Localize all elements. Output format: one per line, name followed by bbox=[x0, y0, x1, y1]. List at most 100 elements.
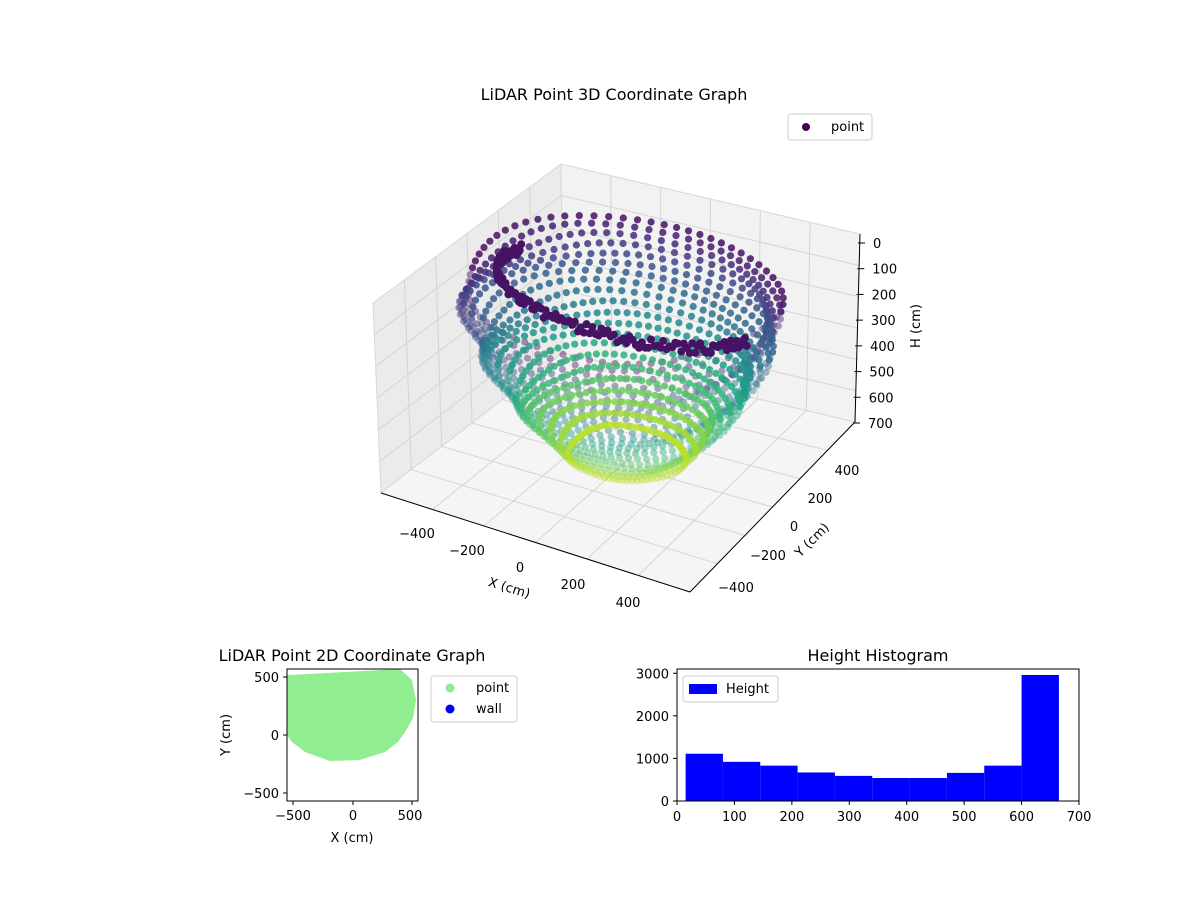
cloud-point bbox=[738, 249, 745, 256]
cloud-point bbox=[714, 334, 721, 341]
cloud-point bbox=[766, 330, 773, 337]
cloud-point bbox=[689, 369, 696, 376]
x-tick-label: 400 bbox=[616, 596, 641, 611]
cloud-point bbox=[682, 280, 689, 287]
cloud-point bbox=[648, 218, 655, 225]
cloud-point bbox=[571, 369, 578, 376]
chart-2d: LiDAR Point 2D Coordinate Graph −500 0 5… bbox=[219, 646, 517, 846]
cloud-point bbox=[637, 261, 644, 268]
cloud-point bbox=[757, 369, 764, 376]
cloud-point bbox=[605, 319, 612, 326]
histogram-bar bbox=[872, 778, 909, 801]
cloud-point bbox=[545, 380, 552, 387]
cloud-point bbox=[599, 250, 606, 257]
cloud-point bbox=[654, 314, 661, 321]
cloud-point bbox=[688, 393, 695, 400]
cloud-point bbox=[604, 398, 611, 405]
cloud-point bbox=[696, 231, 703, 238]
cloud-point bbox=[708, 252, 715, 259]
cloud-point bbox=[777, 308, 784, 315]
cloud-point bbox=[577, 401, 584, 408]
cloud-point bbox=[735, 314, 742, 321]
cloud-point bbox=[469, 264, 476, 271]
cloud-point bbox=[727, 252, 734, 259]
cloud-point bbox=[574, 327, 582, 335]
cloud-point bbox=[527, 228, 534, 235]
cloud-point bbox=[568, 392, 575, 399]
cloud-point bbox=[500, 307, 507, 314]
cloud-point bbox=[601, 339, 608, 346]
cloud-point bbox=[668, 296, 675, 303]
cloud-point bbox=[761, 324, 768, 331]
cloud-point bbox=[591, 339, 598, 346]
cloud-point bbox=[667, 361, 674, 368]
cloud-point bbox=[512, 263, 519, 270]
cloud-point bbox=[589, 377, 596, 384]
cloud-point bbox=[638, 365, 645, 372]
cloud-point bbox=[718, 374, 725, 381]
cloud-point bbox=[584, 400, 591, 407]
cloud-point bbox=[610, 375, 617, 382]
cloud-point bbox=[696, 266, 703, 273]
cloud-point bbox=[511, 279, 518, 286]
cloud-point bbox=[732, 371, 739, 378]
cloud-point bbox=[740, 307, 747, 314]
cloud-point bbox=[707, 243, 714, 250]
cloud-point bbox=[727, 288, 734, 295]
cloud-point bbox=[557, 360, 564, 367]
cloud-point bbox=[765, 363, 772, 370]
cloud-point bbox=[576, 212, 583, 219]
cloud-point bbox=[708, 320, 715, 327]
x-tick-label-hist: 100 bbox=[722, 810, 747, 825]
cloud-point bbox=[630, 232, 637, 239]
cloud-point bbox=[633, 279, 640, 286]
cloud-point bbox=[597, 398, 604, 405]
cloud-point bbox=[643, 291, 650, 298]
cloud-point bbox=[622, 422, 629, 429]
y-tick-label: 0 bbox=[790, 520, 798, 535]
cloud-point bbox=[590, 388, 597, 395]
cloud-point bbox=[567, 231, 574, 238]
y-axis-label-2d: Y (cm) bbox=[219, 714, 234, 757]
cloud-point bbox=[747, 255, 754, 262]
x-tick-label-hist: 0 bbox=[673, 810, 681, 825]
cloud-point bbox=[590, 212, 597, 219]
cloud-point bbox=[469, 317, 476, 324]
cloud-point bbox=[726, 366, 733, 373]
cloud-point bbox=[620, 214, 627, 221]
cloud-point bbox=[492, 341, 499, 348]
cloud-point bbox=[682, 366, 689, 373]
cloud-point bbox=[677, 348, 685, 356]
cloud-point bbox=[517, 240, 525, 248]
cloud-point bbox=[769, 287, 776, 294]
cloud-point bbox=[549, 222, 556, 229]
cloud-point bbox=[624, 260, 631, 267]
cloud-point bbox=[758, 274, 765, 281]
cloud-point bbox=[723, 329, 730, 336]
cloud-point bbox=[605, 387, 612, 394]
cloud-point bbox=[563, 289, 570, 296]
y-tick-label-2d: −500 bbox=[243, 787, 279, 802]
cloud-point bbox=[513, 336, 520, 343]
cloud-point bbox=[658, 246, 665, 253]
cloud-point bbox=[530, 329, 537, 336]
cloud-point bbox=[542, 270, 549, 277]
legend-3d-marker bbox=[802, 123, 810, 131]
cloud-point bbox=[661, 382, 668, 389]
cloud-point bbox=[508, 270, 515, 277]
cloud-point bbox=[584, 310, 591, 317]
cloud-point bbox=[620, 298, 627, 305]
cloud-point bbox=[472, 257, 479, 264]
legend-2d: point wall bbox=[431, 676, 517, 722]
cloud-point bbox=[653, 380, 660, 387]
cloud-point bbox=[773, 294, 780, 301]
cloud-point bbox=[526, 343, 533, 350]
cloud-point bbox=[654, 303, 661, 310]
x-tick-label-hist: 300 bbox=[837, 810, 862, 825]
cloud-point bbox=[775, 281, 782, 288]
cloud-point bbox=[659, 229, 666, 236]
cloud-point bbox=[661, 221, 668, 228]
cloud-point bbox=[532, 264, 539, 271]
cloud-point bbox=[480, 244, 487, 251]
cloud-point bbox=[658, 284, 665, 291]
